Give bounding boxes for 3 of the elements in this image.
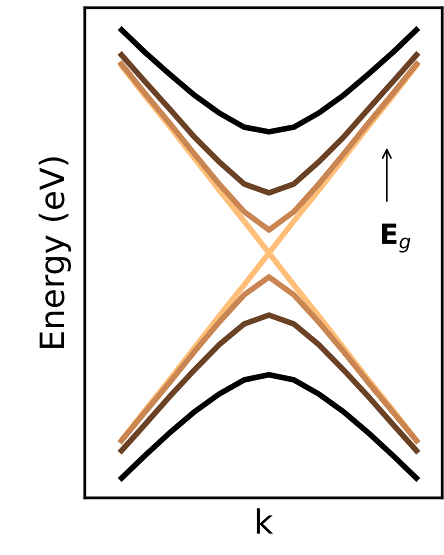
y-axis-title: Energy (eV): [38, 157, 71, 348]
annotation: E$_{g}$: [382, 224, 410, 253]
x-axis-title: k: [256, 508, 274, 534]
